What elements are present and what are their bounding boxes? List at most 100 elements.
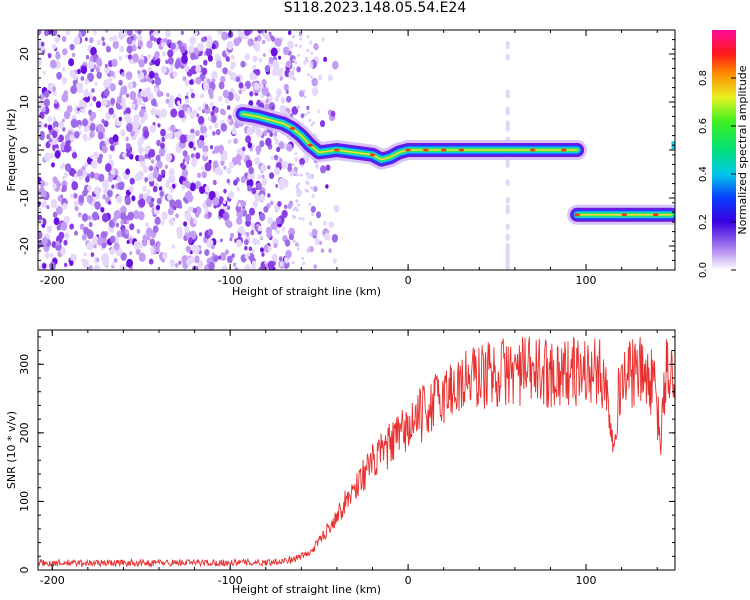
noise-speck xyxy=(311,176,315,180)
noise-speck xyxy=(110,70,115,77)
noise-speck xyxy=(90,244,94,249)
hot-spot xyxy=(561,148,567,152)
noise-speck xyxy=(225,97,230,104)
noise-speck xyxy=(191,156,198,165)
hot-spot xyxy=(574,213,580,217)
colorbar-tick-label: 0.8 xyxy=(698,70,709,86)
noise-speck xyxy=(81,213,89,222)
noise-speck xyxy=(207,228,213,236)
noise-speck xyxy=(150,251,154,256)
noise-speck xyxy=(150,246,155,254)
noise-speck xyxy=(333,204,340,213)
noise-speck xyxy=(256,240,261,245)
noise-speck xyxy=(85,176,90,183)
noise-speck xyxy=(267,165,271,170)
noise-speck xyxy=(127,54,133,60)
noise-speck xyxy=(317,109,321,114)
noise-speck xyxy=(236,36,242,44)
snr-series-line xyxy=(38,336,675,568)
noise-speck xyxy=(274,167,281,176)
noise-speck xyxy=(84,78,90,85)
noise-speck xyxy=(274,96,279,102)
noise-speck xyxy=(153,37,158,42)
noise-speck xyxy=(85,55,90,60)
y-tick-label: 10 xyxy=(18,95,31,109)
streak-speck xyxy=(505,91,510,99)
noise-speck xyxy=(288,201,293,207)
noise-speck xyxy=(113,257,118,263)
noise-speck xyxy=(125,229,129,235)
noise-speck xyxy=(287,40,294,50)
noise-speck xyxy=(266,230,272,239)
noise-speck xyxy=(101,36,105,42)
noise-speck xyxy=(96,39,101,46)
noise-speck xyxy=(115,222,120,228)
noise-speck xyxy=(199,232,202,237)
noise-speck xyxy=(235,76,241,83)
noise-speck xyxy=(222,67,228,75)
noise-speck xyxy=(62,118,65,123)
noise-speck xyxy=(71,152,78,159)
noise-speck xyxy=(221,109,226,116)
noise-speck xyxy=(61,162,66,168)
noise-speck xyxy=(160,108,168,118)
noise-speck xyxy=(164,164,168,169)
noise-speck xyxy=(73,131,80,139)
noise-speck xyxy=(247,185,252,192)
noise-speck xyxy=(313,264,318,269)
noise-speck xyxy=(47,116,53,123)
noise-speck xyxy=(44,123,48,128)
noise-speck xyxy=(43,246,47,251)
noise-speck xyxy=(312,121,316,125)
noise-speck xyxy=(62,202,68,210)
noise-speck xyxy=(202,82,210,91)
noise-speck xyxy=(197,106,202,112)
noise-speck xyxy=(82,170,88,178)
noise-speck xyxy=(296,247,300,251)
noise-speck xyxy=(101,118,105,124)
noise-speck xyxy=(46,205,50,210)
line-plot xyxy=(38,336,675,568)
noise-speck xyxy=(120,212,127,221)
noise-speck xyxy=(242,201,247,207)
noise-speck xyxy=(189,182,196,192)
noise-speck xyxy=(202,145,209,154)
noise-speck xyxy=(138,109,145,118)
noise-speck xyxy=(196,113,200,118)
noise-speck xyxy=(57,195,63,202)
noise-speck xyxy=(251,187,257,195)
noise-speck xyxy=(70,118,78,128)
noise-speck xyxy=(81,165,86,171)
noise-speck xyxy=(125,219,129,224)
noise-speck xyxy=(96,71,102,80)
noise-speck xyxy=(64,143,71,153)
noise-speck xyxy=(175,263,179,268)
noise-speck xyxy=(222,211,230,221)
noise-speck xyxy=(49,59,57,69)
noise-speck xyxy=(61,185,67,192)
noise-speck xyxy=(149,201,154,208)
streak-speck xyxy=(505,53,510,61)
x-tick-label: 0 xyxy=(405,574,412,587)
noise-speck xyxy=(180,46,186,54)
noise-speck xyxy=(263,206,269,213)
noise-speck xyxy=(51,162,55,168)
noise-speck xyxy=(310,75,314,79)
noise-speck xyxy=(154,59,160,67)
noise-speck xyxy=(153,72,159,80)
noise-speck xyxy=(257,30,263,34)
noise-speck xyxy=(137,139,143,147)
noise-speck xyxy=(42,237,48,245)
noise-speck xyxy=(257,225,263,232)
noise-speck xyxy=(297,203,301,207)
noise-speck xyxy=(98,153,103,160)
noise-speck xyxy=(237,202,241,207)
noise-speck xyxy=(104,63,108,68)
noise-speck xyxy=(199,186,205,195)
noise-speck xyxy=(291,70,295,74)
noise-speck xyxy=(111,184,115,189)
noise-speck xyxy=(126,36,133,45)
noise-speck xyxy=(84,37,88,42)
noise-speck xyxy=(325,184,329,189)
noise-speck xyxy=(306,35,310,39)
